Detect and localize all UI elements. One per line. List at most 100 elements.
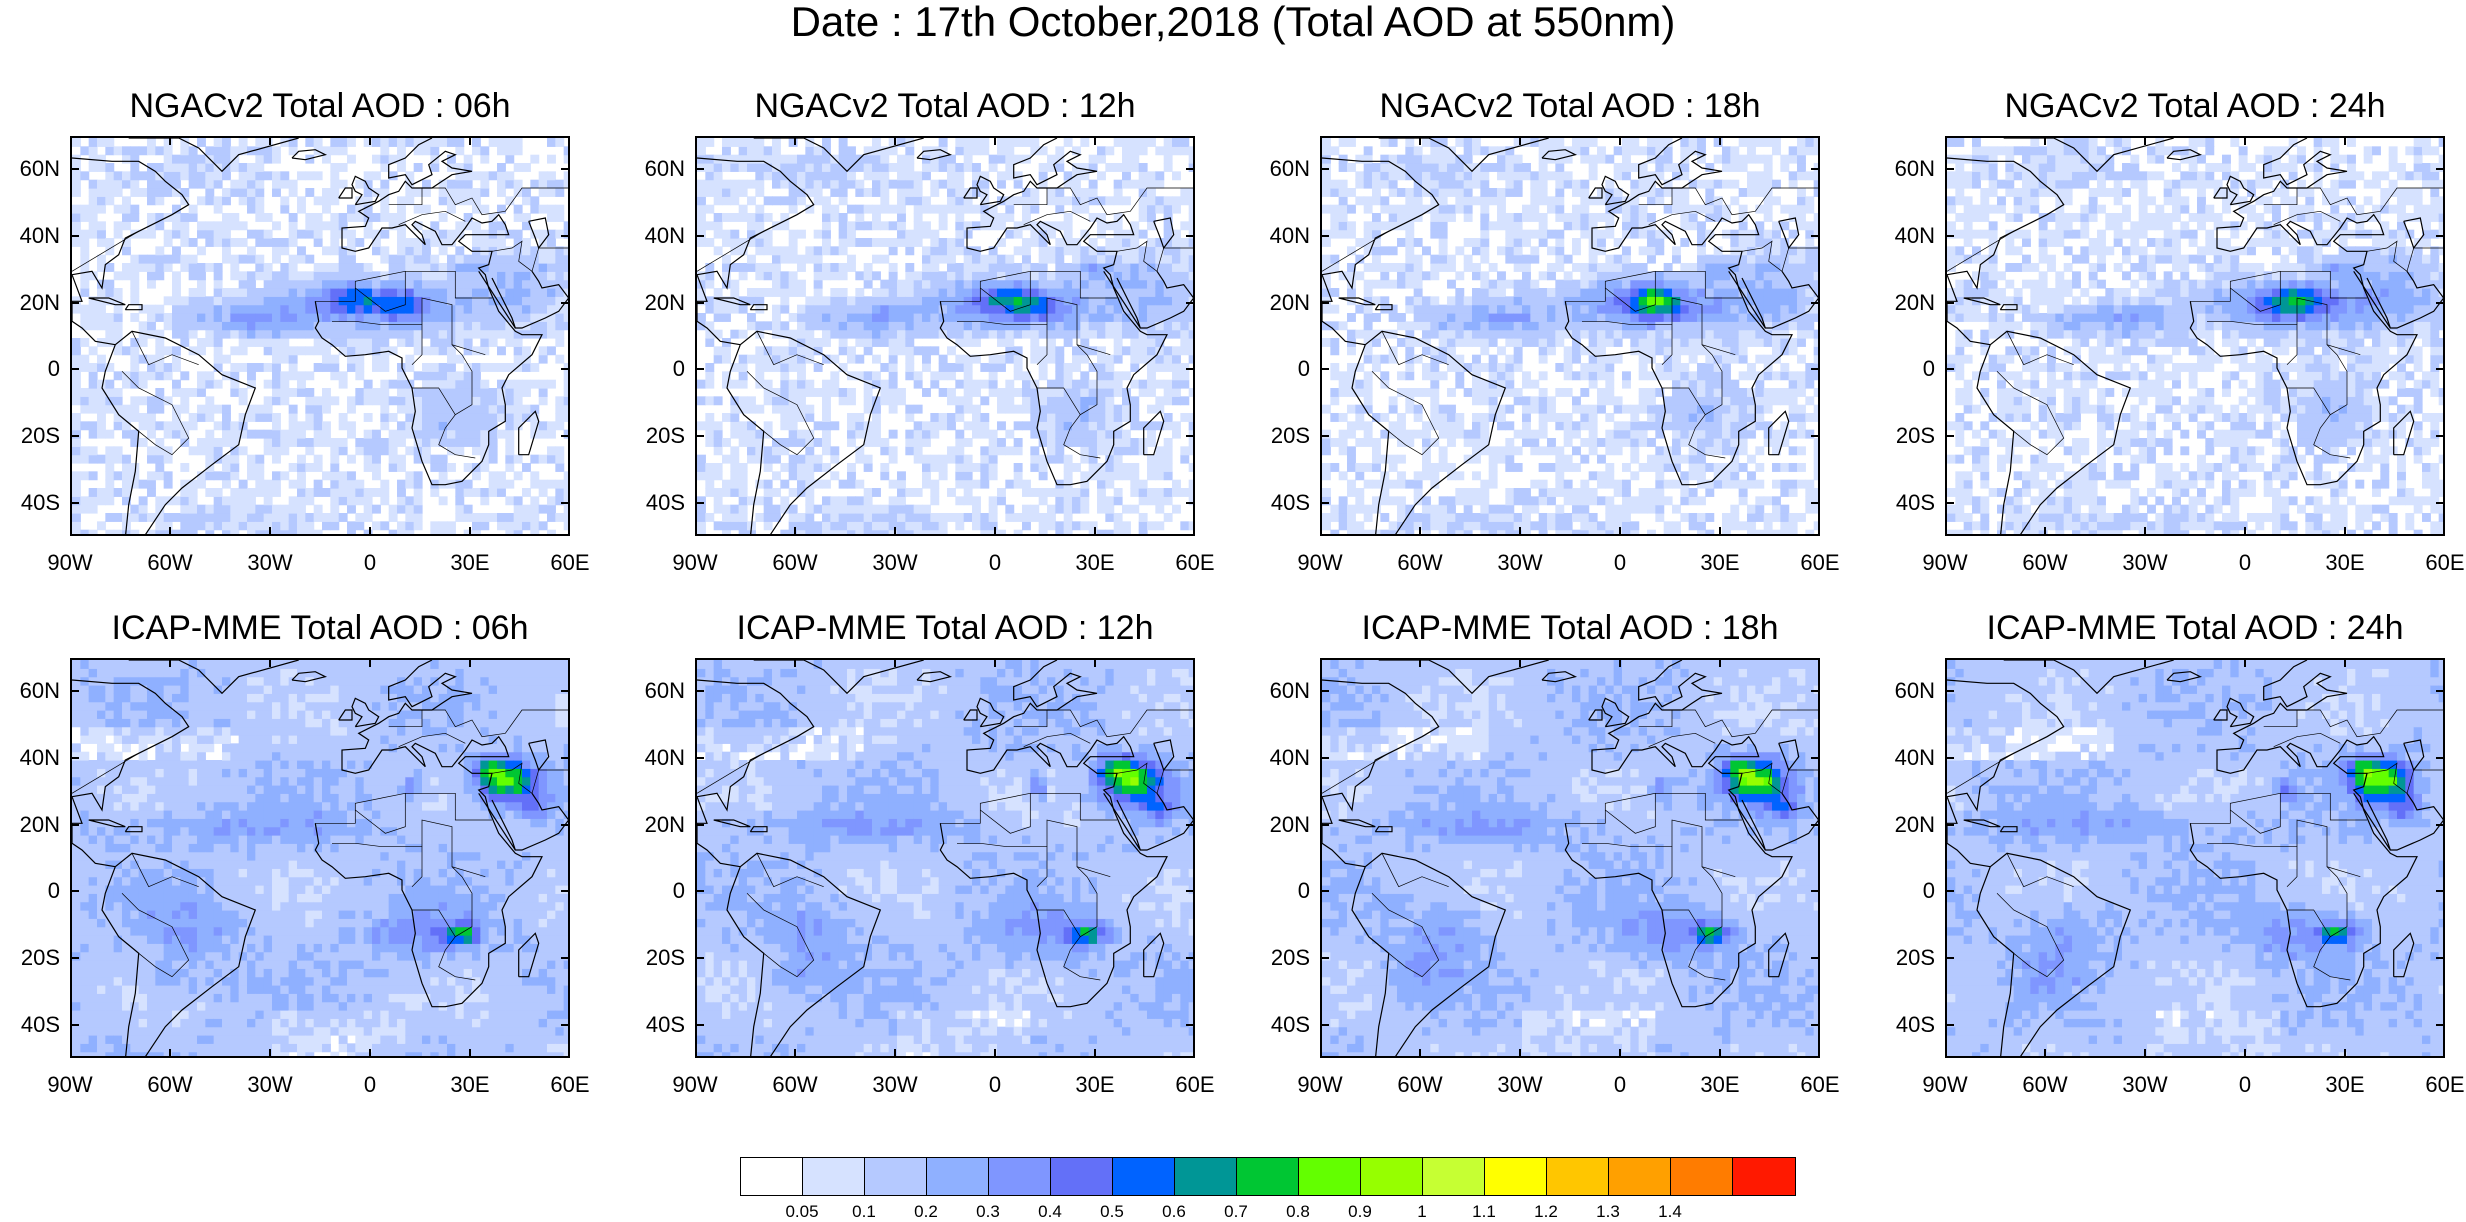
aod-cell	[172, 271, 181, 281]
aod-field	[697, 138, 1193, 534]
aod-cell	[1430, 313, 1440, 322]
aod-cell	[1505, 354, 1515, 364]
aod-cell	[922, 313, 931, 322]
aod-cell	[205, 379, 215, 389]
aod-cell	[497, 346, 506, 356]
aod-cell	[563, 271, 568, 281]
aod-cell	[1413, 513, 1423, 522]
aod-cell	[755, 246, 765, 256]
aod-cell	[847, 296, 856, 306]
aod-cell	[288, 513, 298, 522]
aod-cell	[1097, 196, 1106, 206]
aod-cell	[1088, 421, 1098, 431]
aod-cell	[830, 296, 840, 306]
aod-cell	[1155, 488, 1165, 497]
aod-cell	[1497, 346, 1506, 356]
aod-cell	[930, 429, 940, 439]
aod-cell	[313, 421, 323, 431]
aod-cell	[422, 146, 431, 156]
aod-cell	[1522, 138, 1531, 147]
aod-cell	[1488, 188, 1498, 197]
aod-cell	[955, 179, 965, 189]
aod-cell	[172, 413, 181, 422]
aod-cell	[1488, 288, 1498, 297]
aod-cell	[822, 138, 831, 147]
aod-cell	[72, 346, 81, 356]
aod-cell	[805, 296, 815, 306]
aod-cell	[505, 513, 515, 522]
aod-cell	[205, 304, 215, 314]
aod-cell	[1130, 404, 1140, 414]
aod-cell	[1538, 288, 1548, 297]
aod-cell	[972, 379, 981, 389]
aod-cell	[780, 221, 790, 231]
aod-cell	[1072, 396, 1081, 406]
aod-cell	[247, 329, 256, 339]
aod-cell	[1438, 179, 1448, 189]
aod-cell	[513, 213, 523, 222]
aod-cell	[1063, 246, 1073, 256]
aod-cell	[922, 429, 931, 439]
aod-cell	[463, 271, 473, 281]
aod-cell	[997, 329, 1006, 339]
aod-cell	[1130, 271, 1140, 281]
aod-cell	[880, 188, 890, 197]
aod-cell	[905, 521, 915, 531]
aod-cell	[1347, 288, 1356, 297]
aod-cell	[422, 371, 431, 381]
aod-cell	[72, 371, 81, 381]
aod-cell	[530, 496, 540, 506]
aod-cell	[480, 404, 490, 414]
aod-cell	[330, 196, 340, 206]
aod-cell	[830, 421, 840, 431]
aod-cell	[1388, 313, 1398, 322]
aod-cell	[1097, 363, 1106, 372]
lon-tick	[469, 527, 471, 536]
aod-cell	[555, 496, 565, 506]
aod-cell	[1338, 413, 1348, 422]
aod-cell	[905, 488, 915, 497]
aod-cell	[913, 229, 923, 239]
aod-cell	[1130, 263, 1140, 272]
aod-cell	[1522, 163, 1531, 172]
aod-cell	[1105, 304, 1115, 314]
aod-cell	[1063, 296, 1073, 306]
aod-cell	[797, 304, 806, 314]
coastline	[916, 149, 953, 161]
aod-cell	[1030, 279, 1040, 289]
aod-cell	[522, 188, 531, 197]
aod-cell	[763, 521, 773, 531]
aod-cell	[130, 188, 140, 197]
aod-cell	[530, 479, 540, 489]
aod-cell	[1155, 204, 1165, 214]
aod-cell	[1447, 513, 1456, 522]
aod-cell	[397, 438, 406, 447]
aod-cell	[1030, 146, 1040, 156]
aod-cell	[1113, 379, 1123, 389]
coastline	[753, 138, 924, 173]
aod-cell	[955, 229, 965, 239]
aod-cell	[563, 488, 568, 497]
aod-cell	[1347, 329, 1356, 339]
aod-cell	[472, 446, 481, 456]
aod-cell	[1355, 379, 1365, 389]
aod-cell	[1372, 263, 1381, 272]
aod-cell	[1430, 371, 1440, 381]
aod-cell	[930, 463, 940, 472]
aod-cell	[1447, 388, 1456, 397]
aod-cell	[1022, 329, 1031, 339]
aod-cell	[1113, 296, 1123, 306]
aod-cell	[772, 146, 781, 156]
aod-cell	[1447, 496, 1456, 506]
aod-cell	[772, 163, 781, 172]
aod-cell	[963, 513, 973, 522]
lon-tick	[70, 136, 72, 145]
aod-cell	[780, 463, 790, 472]
aod-cell	[455, 421, 465, 431]
aod-cell	[1072, 313, 1081, 322]
aod-cell	[1105, 446, 1115, 456]
aod-cell	[155, 338, 165, 347]
aod-cell	[1388, 304, 1398, 314]
aod-cell	[147, 304, 156, 314]
aod-cell	[263, 171, 273, 181]
